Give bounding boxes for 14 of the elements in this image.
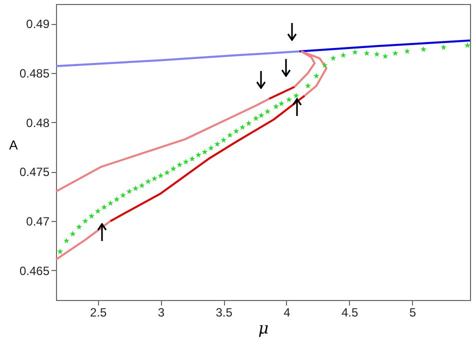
y-tick-label: 0.485 xyxy=(19,66,50,81)
x-tick-label: 4.5 xyxy=(341,306,358,320)
x-tick-label: 2.5 xyxy=(90,306,108,320)
x-tick-label: 3.5 xyxy=(216,306,233,320)
x-tick-label: 3 xyxy=(158,306,165,320)
y-tick-label: 0.49 xyxy=(26,17,50,32)
x-tick-label: 5 xyxy=(409,306,416,320)
y-tick-label: 0.475 xyxy=(19,165,50,180)
x-axis-title: μ xyxy=(258,318,269,338)
y-tick-label: 0.465 xyxy=(19,264,50,278)
y-tick-label: 0.47 xyxy=(26,214,50,229)
x-tick-label: 4 xyxy=(284,306,291,320)
y-axis-title: A xyxy=(9,138,18,152)
y-tick-label: 0.48 xyxy=(26,116,50,130)
